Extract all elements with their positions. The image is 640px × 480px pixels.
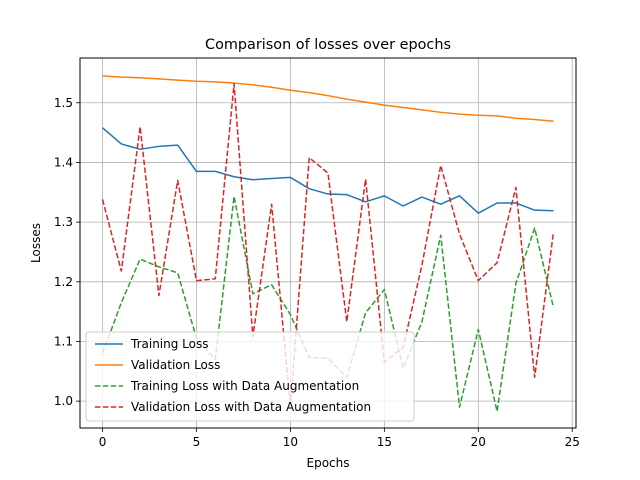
x-axis-label: Epochs	[307, 456, 350, 470]
series-line-2	[101, 195, 555, 413]
y-axis-label: Losses	[29, 223, 43, 263]
x-tick-label: 25	[565, 435, 580, 449]
x-tick-label: 10	[283, 435, 298, 449]
legend-label-2: Training Loss with Data Augmentation	[130, 379, 359, 393]
x-tick-label: 20	[471, 435, 486, 449]
y-tick-label: 1.2	[54, 275, 73, 289]
y-tick-label: 1.1	[54, 334, 73, 348]
legend-label-0: Training Loss	[130, 337, 208, 351]
series-line-3	[101, 82, 555, 408]
plot-frame	[79, 57, 577, 429]
y-tick-label: 1.0	[54, 394, 73, 408]
series-line-0	[102, 127, 554, 214]
legend-label-3: Validation Loss with Data Augmentation	[131, 400, 371, 414]
x-tick-label: 5	[193, 435, 201, 449]
series-layer	[101, 75, 555, 413]
x-tick-label: 0	[99, 435, 107, 449]
x-tick-label: 15	[377, 435, 392, 449]
y-tick-label: 1.4	[54, 155, 73, 169]
legend: Training Loss Validation Loss Training Los…	[85, 331, 415, 422]
legend-label-1: Validation Loss	[131, 358, 220, 372]
series-line-1	[102, 75, 554, 123]
axis-ticks: 0 5 10 15 20 25 1.0 1.1 1.2 1.3 1.4 1.5	[54, 96, 580, 449]
chart-title: Comparison of losses over epochs	[205, 37, 451, 53]
y-tick-label: 1.3	[54, 215, 73, 229]
legend-box	[85, 331, 415, 422]
y-tick-label: 1.5	[54, 96, 73, 110]
